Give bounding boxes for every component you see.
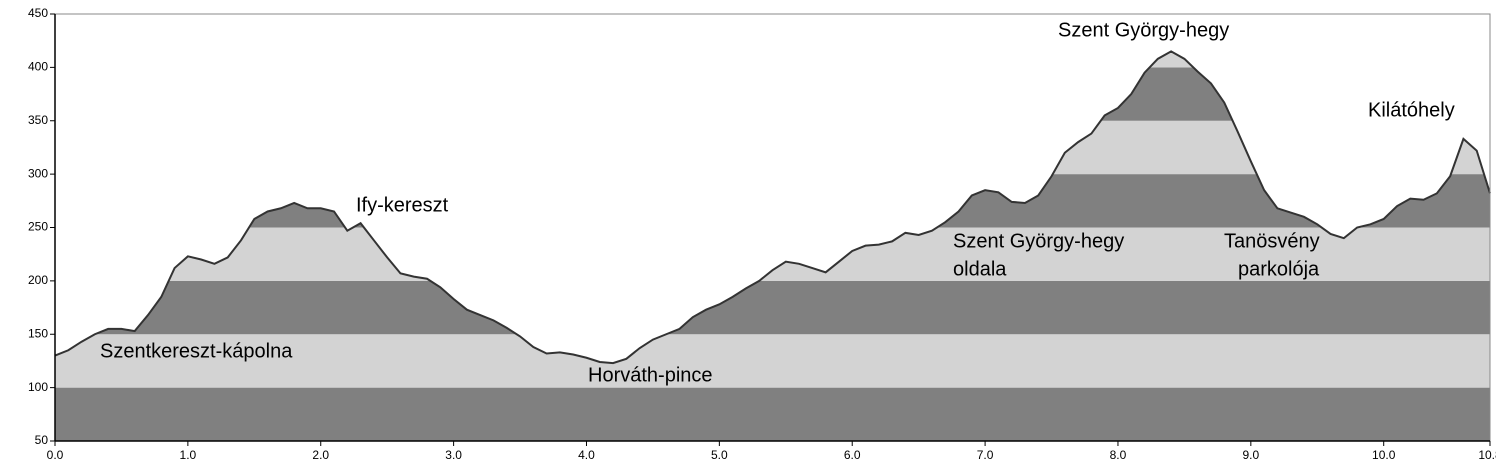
annotation: Kilátóhely xyxy=(1368,99,1455,121)
elevation-band xyxy=(55,334,1490,388)
elevation-band xyxy=(55,280,1490,335)
annotation: Szent György-hegy xyxy=(1058,19,1229,41)
annotation: Szentkereszt-kápolna xyxy=(100,340,293,362)
x-tick-label: 10.8 xyxy=(1478,448,1496,462)
y-tick-label: 150 xyxy=(28,326,48,340)
y-tick-label: 50 xyxy=(35,433,49,447)
y-tick-label: 100 xyxy=(28,380,48,394)
x-tick-label: 10.0 xyxy=(1372,448,1396,462)
x-tick-label: 9.0 xyxy=(1242,448,1259,462)
elevation-band xyxy=(55,174,1490,228)
bands xyxy=(55,51,1490,441)
x-tick-label: 2.0 xyxy=(312,448,329,462)
elevation-band xyxy=(55,120,1490,175)
y-tick-label: 400 xyxy=(28,60,48,74)
y-tick-label: 250 xyxy=(28,220,48,234)
elevation-band xyxy=(55,387,1490,441)
annotation: Ify-kereszt xyxy=(356,194,449,216)
x-tick-label: 0.0 xyxy=(47,448,64,462)
x-tick-label: 8.0 xyxy=(1110,448,1127,462)
y-tick-label: 350 xyxy=(28,113,48,127)
x-tick-label: 5.0 xyxy=(711,448,728,462)
y-tick-label: 300 xyxy=(28,166,48,180)
x-tick-label: 1.0 xyxy=(180,448,197,462)
annotation: Szent György-hegy xyxy=(953,230,1124,252)
x-tick-label: 7.0 xyxy=(977,448,994,462)
annotation: parkolója xyxy=(1238,258,1320,280)
elevation-band xyxy=(55,67,1490,121)
y-tick-label: 450 xyxy=(28,6,48,20)
x-tick-label: 4.0 xyxy=(578,448,595,462)
y-tick-label: 200 xyxy=(28,273,48,287)
profile-line xyxy=(54,50,1491,365)
x-tick-label: 6.0 xyxy=(844,448,861,462)
x-tick-label: 3.0 xyxy=(445,448,462,462)
elevation-band xyxy=(55,51,1490,68)
annotation: Horváth-pince xyxy=(588,364,713,386)
annotation: Tanösvény xyxy=(1224,230,1320,252)
annotation: oldala xyxy=(953,258,1007,280)
